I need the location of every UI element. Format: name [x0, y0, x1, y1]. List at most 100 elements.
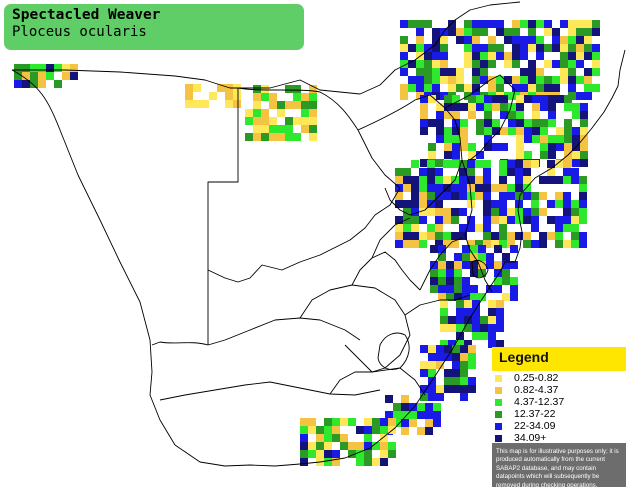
grid-cell [425, 403, 433, 411]
grid-cell [536, 84, 544, 92]
grid-cell [568, 44, 576, 52]
grid-cell [416, 84, 424, 92]
grid-cell [380, 450, 388, 458]
grid-cell [523, 192, 531, 200]
grid-cell [488, 36, 496, 44]
grid-cell [400, 60, 408, 68]
grid-cell [446, 277, 454, 285]
grid-cell [580, 119, 588, 127]
grid-cell [432, 84, 440, 92]
grid-cell [580, 159, 588, 167]
grid-cell [579, 208, 587, 216]
grid-cell [472, 36, 480, 44]
grid-cell [552, 44, 560, 52]
grid-cell [468, 95, 476, 103]
grid-cell [401, 419, 409, 427]
grid-cell [531, 192, 539, 200]
grid-cell [480, 20, 488, 28]
grid-cell [269, 101, 277, 109]
grid-cell [470, 253, 478, 261]
grid-cell [420, 111, 428, 119]
grid-cell [520, 20, 528, 28]
grid-cell [483, 232, 491, 240]
grid-cell [572, 135, 580, 143]
grid-cell [70, 64, 78, 72]
grid-cell [552, 84, 560, 92]
grid-cell [496, 316, 504, 324]
grid-cell [488, 60, 496, 68]
grid-cell [510, 285, 518, 293]
grid-cell [484, 119, 492, 127]
grid-cell [419, 208, 427, 216]
grid-cell [510, 277, 518, 285]
grid-cell [380, 442, 388, 450]
grid-cell [496, 84, 504, 92]
grid-cell [494, 269, 502, 277]
grid-cell [524, 127, 532, 135]
grid-cell [502, 293, 510, 301]
grid-cell [512, 76, 520, 84]
grid-cell [484, 95, 492, 103]
grid-cell [460, 385, 468, 393]
grid-cell [308, 442, 316, 450]
grid-cell [217, 84, 225, 92]
grid-cell [528, 44, 536, 52]
grid-cell [400, 44, 408, 52]
grid-cell [430, 277, 438, 285]
legend-item: 4.37-12.37 [492, 396, 626, 409]
grid-cell [592, 60, 600, 68]
grid-cell [233, 100, 241, 108]
grid-cell [419, 184, 427, 192]
grid-cell [427, 192, 435, 200]
grid-cell [380, 458, 388, 466]
grid-cell [496, 44, 504, 52]
grid-cell [440, 36, 448, 44]
grid-cell [301, 125, 309, 133]
grid-cell [499, 240, 507, 248]
grid-cell [500, 127, 508, 135]
grid-cell [456, 84, 464, 92]
grid-cell [277, 125, 285, 133]
grid-cell [460, 377, 468, 385]
grid-cell [460, 127, 468, 135]
grid-cell [452, 143, 460, 151]
grid-cell [476, 151, 484, 159]
grid-cell [411, 232, 419, 240]
grid-cell [584, 20, 592, 28]
grid-cell [464, 300, 472, 308]
grid-cell [409, 419, 417, 427]
grid-cell [456, 308, 464, 316]
grid-cell [504, 60, 512, 68]
grid-cell [528, 68, 536, 76]
grid-cell [261, 117, 269, 125]
grid-cell [515, 184, 523, 192]
grid-cell [536, 20, 544, 28]
grid-cell [520, 36, 528, 44]
grid-cell [293, 101, 301, 109]
grid-cell [46, 64, 54, 72]
grid-cell [508, 103, 516, 111]
grid-cell [484, 127, 492, 135]
grid-cell [571, 240, 579, 248]
grid-cell [395, 184, 403, 192]
grid-cell [560, 60, 568, 68]
grid-cell [193, 100, 201, 108]
grid-cell [428, 345, 436, 353]
grid-cell [492, 119, 500, 127]
grid-cell [364, 434, 372, 442]
grid-cell [420, 345, 428, 353]
grid-cell [528, 76, 536, 84]
grid-cell [372, 458, 380, 466]
grid-cell [496, 340, 504, 348]
grid-cell [277, 101, 285, 109]
grid-cell [532, 119, 540, 127]
grid-cell [428, 95, 436, 103]
grid-cell [300, 442, 308, 450]
grid-cell [571, 200, 579, 208]
grid-cell [512, 20, 520, 28]
grid-cell [436, 103, 444, 111]
grid-cell [472, 60, 480, 68]
grid-cell [552, 28, 560, 36]
grid-cell [560, 68, 568, 76]
grid-cell [475, 240, 483, 248]
